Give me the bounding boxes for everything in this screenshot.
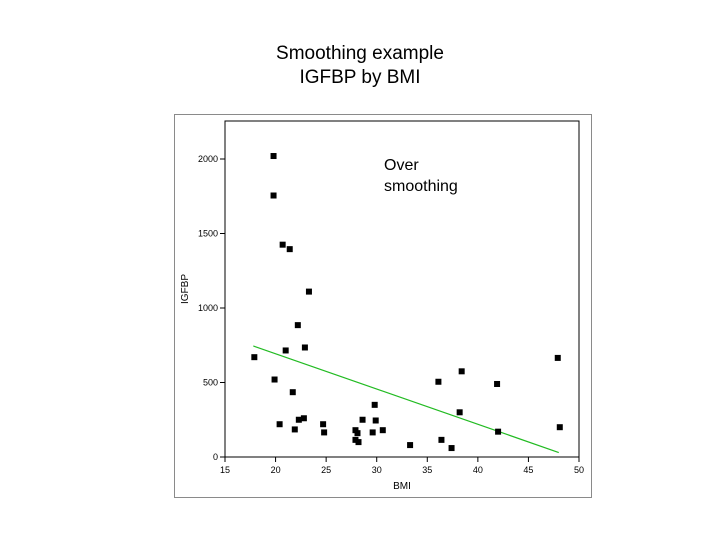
- data-point: [321, 429, 328, 436]
- y-axis-label: IGFBP: [180, 274, 191, 304]
- data-point: [286, 246, 293, 253]
- data-point: [270, 192, 277, 199]
- data-point: [291, 426, 298, 433]
- data-point: [301, 344, 308, 351]
- annotation-over-smoothing: Over smoothing: [384, 157, 458, 195]
- data-point: [456, 409, 463, 416]
- data-point: [448, 445, 455, 452]
- title-line-2: IGFBP by BMI: [299, 67, 421, 88]
- data-point: [282, 347, 289, 354]
- smoothing-fit-line: [253, 345, 559, 454]
- data-point: [379, 427, 386, 434]
- data-point: [494, 380, 501, 387]
- data-point: [371, 401, 378, 408]
- plot-area-border: [224, 120, 580, 458]
- data-point: [305, 288, 312, 295]
- data-point: [554, 354, 561, 361]
- title-line-1: Smoothing example: [276, 43, 444, 64]
- data-point: [251, 354, 258, 361]
- data-point: [438, 436, 445, 443]
- y-tick-label: 0: [213, 452, 218, 462]
- x-tick-label: 40: [473, 465, 483, 475]
- y-tick-label: 2000: [198, 154, 218, 164]
- x-tick-label: 45: [523, 465, 533, 475]
- x-tick-label: 35: [422, 465, 432, 475]
- y-tick-label: 500: [203, 378, 218, 388]
- data-point: [355, 439, 362, 446]
- y-tick-label: 1500: [198, 229, 218, 239]
- x-tick-label: 30: [372, 465, 382, 475]
- data-point: [372, 417, 379, 424]
- figure-frame: 15 20 25 30 35 40 45 50 0 500 1000 1500 2000 BMI IGFBP: [174, 114, 592, 498]
- data-point: [300, 415, 307, 422]
- data-point: [270, 153, 277, 160]
- data-point: [556, 424, 563, 431]
- data-point: [359, 416, 366, 423]
- data-point: [352, 436, 359, 443]
- data-point: [295, 416, 302, 423]
- data-point: [279, 241, 286, 248]
- x-tick-label: 20: [271, 465, 281, 475]
- y-tick-label: 1000: [198, 303, 218, 313]
- x-axis-label: BMI: [393, 481, 411, 492]
- x-tick-label: 50: [574, 465, 584, 475]
- data-point: [407, 442, 414, 449]
- data-point: [354, 430, 361, 437]
- data-point: [495, 428, 502, 435]
- data-point: [294, 322, 301, 329]
- data-point: [458, 368, 465, 375]
- data-point: [320, 421, 327, 428]
- slide-title: Smoothing example IGFBP by BMI: [0, 42, 720, 90]
- data-point: [369, 429, 376, 436]
- x-tick-label: 15: [220, 465, 230, 475]
- data-point: [289, 389, 296, 396]
- x-tick-label: 25: [321, 465, 331, 475]
- data-point: [435, 378, 442, 385]
- data-point: [271, 376, 278, 383]
- data-point: [276, 421, 283, 428]
